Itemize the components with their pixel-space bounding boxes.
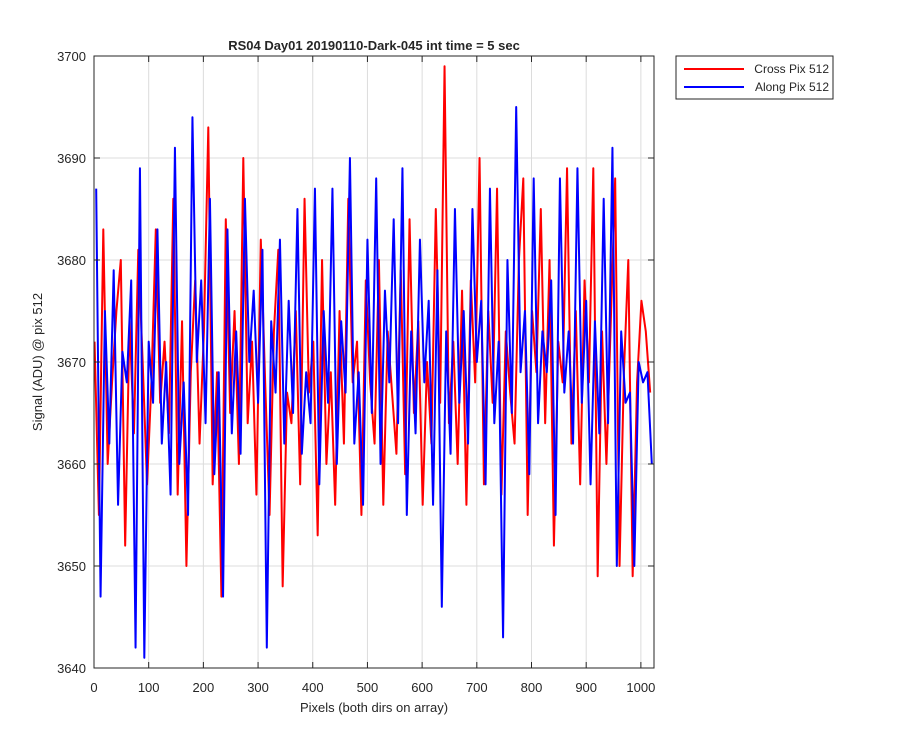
y-tick-label: 3650: [57, 559, 86, 574]
x-tick-label: 700: [466, 680, 488, 695]
x-tick-label: 200: [193, 680, 215, 695]
x-tick-label: 600: [411, 680, 433, 695]
chart-title: RS04 Day01 20190110-Dark-045 int time = …: [228, 38, 520, 53]
y-axis-label: Signal (ADU) @ pix 512: [30, 293, 45, 431]
x-tick-label: 300: [247, 680, 269, 695]
y-tick-label: 3690: [57, 151, 86, 166]
x-tick-label: 400: [302, 680, 324, 695]
series-group: [93, 65, 653, 659]
legend: Cross Pix 512 Along Pix 512: [675, 55, 834, 100]
y-tick-label: 3660: [57, 457, 86, 472]
ticks: 0 100 200 300 400 500 600 700 800 900 1000 3640 3650…: [57, 49, 655, 695]
legend-label-cross: Cross Pix 512: [754, 62, 829, 76]
x-tick-label: 900: [575, 680, 597, 695]
x-tick-label: 100: [138, 680, 160, 695]
y-tick-label: 3640: [57, 661, 86, 676]
x-axis-label: Pixels (both dirs on array): [300, 700, 448, 715]
x-tick-label: 500: [357, 680, 379, 695]
legend-label-along: Along Pix 512: [755, 80, 829, 94]
y-tick-label: 3700: [57, 49, 86, 64]
x-tick-label: 1000: [626, 680, 655, 695]
x-tick-label: 800: [521, 680, 543, 695]
x-tick-label: 0: [90, 680, 97, 695]
y-tick-label: 3680: [57, 253, 86, 268]
y-tick-label: 3670: [57, 355, 86, 370]
series-line-along-pix: [95, 106, 653, 659]
legend-box: [675, 55, 834, 100]
